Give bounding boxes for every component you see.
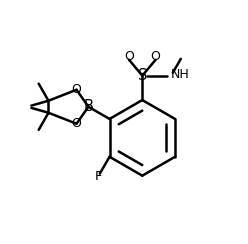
Text: B: B — [84, 99, 93, 114]
Text: O: O — [72, 117, 81, 130]
Text: O: O — [124, 50, 134, 63]
Text: NH: NH — [171, 68, 190, 81]
Text: F: F — [95, 170, 102, 183]
Text: S: S — [138, 68, 147, 83]
Text: O: O — [72, 83, 81, 96]
Text: O: O — [151, 50, 160, 63]
